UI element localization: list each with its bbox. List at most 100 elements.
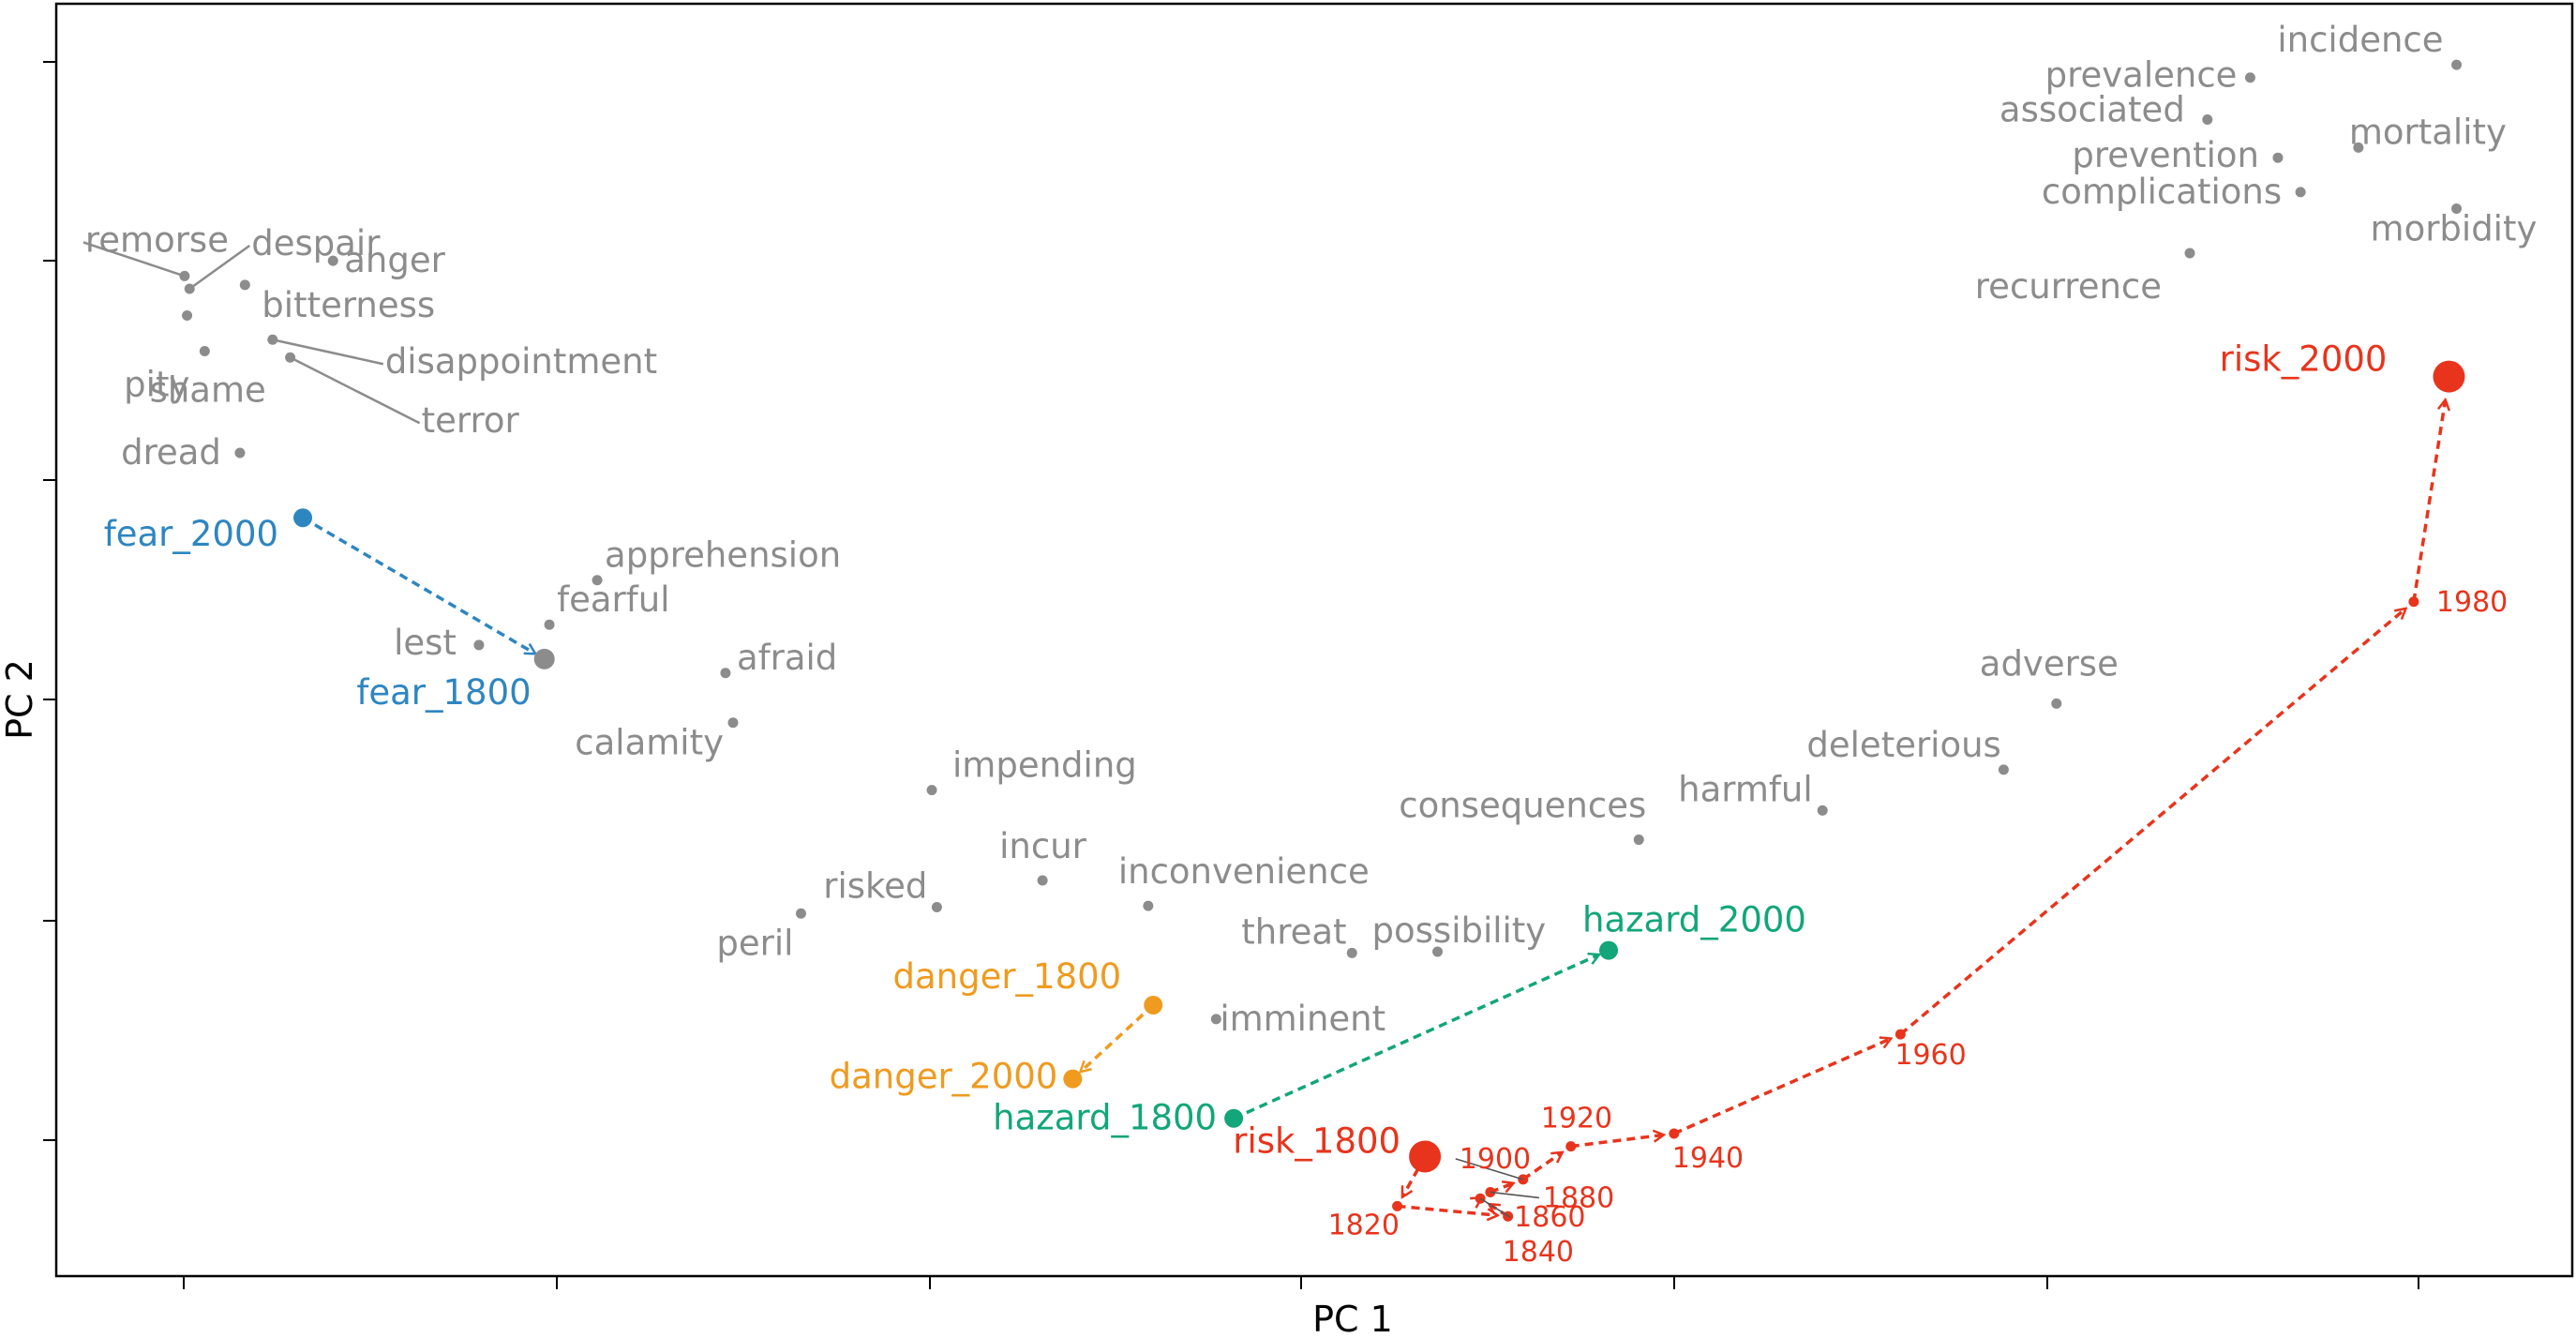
leader-line-disappointment xyxy=(272,338,384,366)
word-point-terror xyxy=(285,352,296,363)
word-point-dread xyxy=(234,447,246,459)
label-1900: 1900 xyxy=(1460,1143,1531,1176)
word-label-morbidity: morbidity xyxy=(2371,208,2538,248)
word-label-pity: pity xyxy=(124,364,189,404)
word-label-terror: terror xyxy=(422,400,520,441)
point-danger_1800 xyxy=(1144,995,1163,1015)
word-label-inconvenience: inconvenience xyxy=(1118,851,1370,892)
leader-line-1900 xyxy=(1455,1158,1524,1180)
leader-line-terror xyxy=(290,356,421,425)
word-label-dread: dread xyxy=(121,432,221,473)
word-label-peril: peril xyxy=(716,923,793,963)
word-label-incidence: incidence xyxy=(2277,20,2443,60)
fear-segment xyxy=(302,516,534,654)
word-label-mortality: mortality xyxy=(2349,112,2507,152)
word-point-fearful xyxy=(544,619,555,630)
word-point-calamity xyxy=(727,717,739,729)
word-point-harmful xyxy=(1817,804,1828,816)
word-label-associated: associated xyxy=(1999,89,2185,129)
y-axis-ticks xyxy=(43,61,56,1141)
label-1920: 1920 xyxy=(1541,1103,1612,1135)
leader-line-1880 xyxy=(1490,1191,1539,1199)
word-label-disappointment: disappointment xyxy=(385,341,657,382)
word-label-prevention: prevention xyxy=(2072,135,2259,175)
label-hazard_2000: hazard_2000 xyxy=(1582,900,1806,940)
word-label-bitterness: bitterness xyxy=(262,285,435,325)
word-point-lest xyxy=(473,639,485,651)
word-point-incidence xyxy=(2451,59,2463,70)
word-label-harmful: harmful xyxy=(1678,769,1812,809)
word-label-complications: complications xyxy=(2042,172,2282,212)
word-label-impending: impending xyxy=(952,745,1137,786)
point-fear_1800 xyxy=(533,648,555,669)
label-fear_1800: fear_1800 xyxy=(356,672,531,713)
risk-segment xyxy=(1899,609,2404,1036)
word-point-shame xyxy=(182,309,193,321)
point-1980 xyxy=(2408,596,2419,608)
leader-line-despair xyxy=(188,244,250,290)
label-1840: 1840 xyxy=(1503,1236,1574,1269)
leader-line-remorse xyxy=(82,241,186,278)
word-point-disappointment xyxy=(267,334,278,345)
risk-segment xyxy=(1521,1152,1562,1181)
word-point-threat xyxy=(1346,947,1357,958)
label-1960: 1960 xyxy=(1895,1039,1966,1072)
word-label-possibility: possibility xyxy=(1372,910,1547,951)
word-label-risked: risked xyxy=(823,865,927,906)
word-label-calamity: calamity xyxy=(575,723,724,763)
word-point-associated xyxy=(2202,113,2213,125)
label-risk_1800: risk_1800 xyxy=(1233,1120,1400,1161)
word-point-consequences xyxy=(1633,834,1644,846)
label-danger_2000: danger_2000 xyxy=(830,1057,1058,1097)
risk-segment xyxy=(2412,400,2446,603)
point-hazard_1800 xyxy=(1224,1108,1244,1128)
word-label-recurrence: recurrence xyxy=(1975,266,2162,307)
risk-segment xyxy=(1673,1039,1891,1135)
word-point-inconvenience xyxy=(1143,900,1154,911)
leader-line-1860 xyxy=(1479,1197,1511,1218)
label-hazard_1800: hazard_1800 xyxy=(993,1098,1217,1138)
word-label-fearful: fearful xyxy=(557,579,669,620)
word-point-remorse xyxy=(179,270,190,281)
word-label-prevalence: prevalence xyxy=(2045,55,2238,96)
word-label-anger: anger xyxy=(344,240,445,280)
y-axis-title: PC 2 xyxy=(0,659,40,740)
word-point-apprehension xyxy=(592,575,603,586)
word-point-deleterious xyxy=(1998,764,2009,775)
word-label-lest: lest xyxy=(394,623,457,663)
danger-segment xyxy=(1081,1003,1155,1072)
word-point-pity xyxy=(199,345,210,356)
word-label-despair: despair xyxy=(251,223,381,263)
point-1960 xyxy=(1895,1029,1906,1040)
point-1820 xyxy=(1392,1200,1403,1211)
word-point-adverse xyxy=(2051,698,2062,709)
word-label-imminent: imminent xyxy=(1220,999,1385,1039)
word-point-possibility xyxy=(1432,946,1444,957)
word-point-recurrence xyxy=(2184,248,2195,259)
point-risk_2000 xyxy=(2433,360,2465,393)
word-label-incur: incur xyxy=(999,826,1087,866)
word-point-peril xyxy=(795,908,806,919)
word-point-impending xyxy=(926,785,937,796)
word-point-imminent xyxy=(1210,1014,1221,1025)
word-point-prevention xyxy=(2272,152,2284,163)
point-1940 xyxy=(1669,1128,1680,1139)
word-label-deleterious: deleterious xyxy=(1806,725,2000,765)
word-point-complications xyxy=(2295,187,2306,198)
word-point-mortality xyxy=(2353,142,2364,153)
plot-frame xyxy=(54,2,2574,1278)
word-point-incur xyxy=(1037,875,1048,886)
label-risk_2000: risk_2000 xyxy=(2220,339,2388,380)
word-label-afraid: afraid xyxy=(737,638,837,678)
label-1820: 1820 xyxy=(1328,1209,1400,1241)
label-1880: 1880 xyxy=(1543,1181,1614,1214)
label-danger_1800: danger_1800 xyxy=(892,956,1121,997)
point-1920 xyxy=(1565,1141,1577,1152)
label-1940: 1940 xyxy=(1672,1142,1744,1175)
word-point-risked xyxy=(931,901,942,912)
word-label-threat: threat xyxy=(1241,911,1346,952)
word-trajectories: fear_2000 fear_1800 danger_1800 danger_2000… xyxy=(104,339,2509,1270)
word-point-prevalence xyxy=(2244,72,2255,83)
